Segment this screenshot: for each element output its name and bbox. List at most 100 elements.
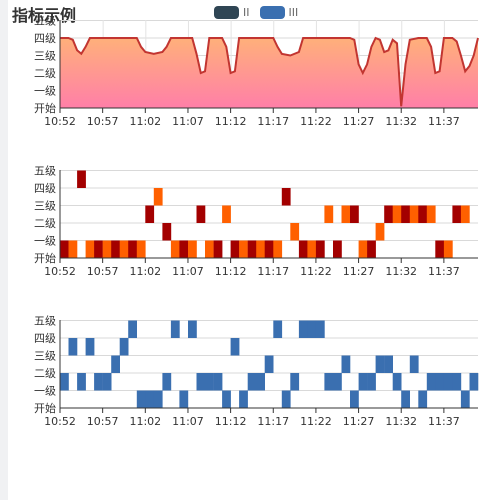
- legend-label-iii: III: [288, 5, 299, 19]
- x-tick-label: 11:22: [300, 265, 332, 278]
- heat-cell: [315, 320, 325, 338]
- heat-cell: [102, 240, 112, 258]
- heat-cell: [230, 240, 240, 258]
- heat-cell: [222, 205, 231, 223]
- heat-cell: [153, 188, 163, 206]
- heat-cell: [264, 355, 274, 373]
- x-tick-label: 11:07: [172, 415, 204, 428]
- heat-cell: [94, 373, 103, 391]
- y-tick-label: 开始: [34, 251, 56, 265]
- x-tick-label: 11:02: [129, 115, 161, 128]
- x-tick-label: 11:22: [300, 115, 332, 128]
- heat-cell: [256, 373, 265, 391]
- heat-cell: [213, 240, 223, 258]
- y-tick-label: 三级: [34, 50, 56, 63]
- x-tick-label: 11:32: [385, 265, 417, 278]
- heat-cell: [128, 240, 137, 258]
- heat-cell: [315, 240, 325, 258]
- heat-cell: [281, 390, 291, 408]
- heat-cell: [452, 373, 462, 391]
- heat-cell: [298, 240, 308, 258]
- heat-cell: [350, 390, 359, 408]
- x-tick-label: 11:17: [257, 265, 289, 278]
- heat-cell: [247, 373, 257, 391]
- heat-cell: [68, 338, 78, 356]
- heat-cell: [119, 338, 129, 356]
- heat-cell: [409, 205, 419, 223]
- heat-cell: [469, 373, 479, 391]
- legend-item-ii[interactable]: II: [214, 5, 250, 19]
- heat-cell: [188, 240, 197, 258]
- heat-cell: [307, 240, 317, 258]
- x-tick-label: 11:07: [172, 115, 204, 128]
- heat-cell: [401, 205, 410, 223]
- y-tick-label: 五级: [34, 15, 56, 28]
- x-tick-label: 10:57: [87, 415, 119, 428]
- y-tick-label: 开始: [34, 401, 56, 415]
- heat-cell: [94, 240, 103, 258]
- heat-cell: [179, 240, 189, 258]
- heat-cell: [435, 373, 445, 391]
- heat-cell: [460, 205, 470, 223]
- heat-cell: [239, 240, 248, 258]
- legend-swatch-ii: [214, 5, 239, 19]
- heat-cell: [77, 170, 86, 188]
- heat-cell: [188, 320, 197, 338]
- x-tick-label: 11:17: [257, 115, 289, 128]
- heat-cell: [367, 240, 376, 258]
- heat-cell: [196, 205, 206, 223]
- chart-1: 开始 一级 二级 三级 四级 五级 10:52 10:57 11:02 11:07 11:12 11:…: [34, 15, 479, 128]
- heat-cell: [290, 373, 300, 391]
- y-tick-label: 二级: [34, 67, 56, 80]
- x-tick-label: 10:52: [44, 115, 76, 128]
- heat-cell: [128, 320, 137, 338]
- y-tick-label: 一级: [34, 385, 56, 398]
- x-tick-label: 11:12: [215, 415, 247, 428]
- heat-cell: [341, 355, 351, 373]
- heat-cell: [392, 205, 402, 223]
- legend-item-iii[interactable]: III: [259, 5, 299, 19]
- heat-cell: [281, 188, 291, 206]
- x-tick-label: 11:37: [428, 415, 460, 428]
- heat-cell: [392, 373, 402, 391]
- heat-cell: [179, 390, 189, 408]
- heat-cell: [111, 355, 120, 373]
- heat-cell: [452, 205, 462, 223]
- heat-cell: [162, 373, 172, 391]
- chart-3: 开始 一级 二级 三级 四级 五级 10:52 10:57 11:02 11:07 11:12 11:…: [34, 315, 479, 428]
- heat-cell: [119, 240, 129, 258]
- y-tick-label: 五级: [34, 165, 56, 178]
- left-edge-strip: [0, 0, 8, 500]
- x-tick-label: 10:57: [87, 265, 119, 278]
- heat-cell: [426, 205, 436, 223]
- area-fill: [60, 38, 478, 108]
- y-tick-label: 开始: [34, 101, 56, 115]
- heat-cell: [418, 390, 428, 408]
- x-tick-label: 11:37: [428, 115, 460, 128]
- y-tick-label: 二级: [34, 217, 56, 230]
- y-tick-label: 一级: [34, 85, 56, 98]
- y-tick-label: 一级: [34, 235, 56, 248]
- y-tick-label: 三级: [34, 350, 56, 363]
- x-tick-label: 11:02: [129, 415, 161, 428]
- x-tick-label: 10:52: [44, 415, 76, 428]
- heat-cell: [256, 240, 265, 258]
- heat-cell: [264, 240, 274, 258]
- x-tick-label: 11:22: [300, 415, 332, 428]
- x-tick-label: 11:12: [215, 265, 247, 278]
- heat-cell: [443, 240, 453, 258]
- heat-cell: [426, 373, 436, 391]
- x-tick-label: 11:27: [343, 265, 375, 278]
- y-tick-label: 五级: [34, 315, 56, 328]
- legend-swatch-iii: [259, 5, 285, 19]
- heat-cell: [68, 240, 78, 258]
- heat-cell: [341, 205, 351, 223]
- x-tick-label: 11:37: [428, 265, 460, 278]
- heat-cell: [375, 355, 385, 373]
- y-tick-label: 四级: [34, 182, 56, 195]
- heat-cell: [111, 240, 120, 258]
- heat-cell: [247, 240, 257, 258]
- x-tick-label: 11:32: [385, 115, 417, 128]
- x-tick-label: 10:57: [87, 115, 119, 128]
